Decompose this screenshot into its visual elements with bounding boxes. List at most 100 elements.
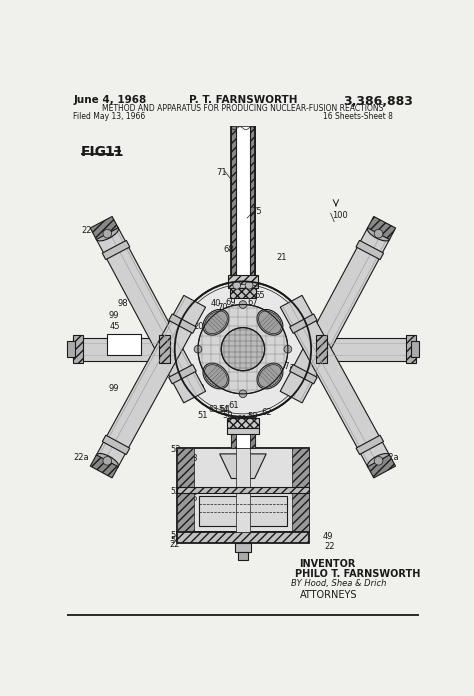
Bar — [177, 448, 194, 490]
Text: 20: 20 — [255, 322, 266, 331]
Text: 62: 62 — [262, 409, 272, 418]
Circle shape — [374, 457, 383, 465]
Text: INVENTOR: INVENTOR — [300, 560, 356, 569]
Bar — [73, 335, 82, 363]
Ellipse shape — [203, 363, 229, 389]
Text: 101: 101 — [214, 326, 228, 335]
Polygon shape — [290, 314, 317, 333]
Bar — [177, 487, 309, 493]
Polygon shape — [169, 365, 196, 383]
Bar — [292, 490, 309, 532]
Bar — [411, 342, 419, 357]
Text: 39: 39 — [241, 345, 252, 354]
Circle shape — [103, 457, 112, 465]
Bar — [292, 448, 309, 490]
Circle shape — [284, 345, 292, 353]
Circle shape — [374, 230, 383, 238]
Text: 21: 21 — [210, 347, 221, 356]
Text: 60: 60 — [236, 415, 246, 424]
Bar — [227, 418, 259, 428]
Text: 21: 21 — [276, 253, 287, 262]
Bar — [309, 335, 315, 363]
Polygon shape — [280, 228, 390, 403]
Text: 26: 26 — [233, 370, 244, 379]
Text: 71: 71 — [216, 168, 227, 177]
Bar — [177, 448, 309, 490]
Text: 69: 69 — [226, 298, 237, 306]
Ellipse shape — [203, 310, 229, 335]
Bar — [236, 126, 250, 281]
Text: 104: 104 — [201, 347, 216, 356]
Circle shape — [194, 345, 202, 353]
Text: 40: 40 — [255, 345, 266, 354]
Circle shape — [221, 328, 264, 371]
Bar — [250, 126, 255, 281]
Text: 57: 57 — [210, 517, 221, 526]
Text: 20: 20 — [193, 322, 204, 331]
Bar — [231, 126, 236, 281]
Text: 3,386,883: 3,386,883 — [343, 95, 413, 108]
Bar — [227, 428, 259, 434]
Polygon shape — [356, 240, 383, 260]
Bar — [315, 342, 321, 357]
Polygon shape — [90, 216, 118, 239]
Text: 37,38: 37,38 — [228, 361, 250, 370]
Text: GAS: GAS — [109, 335, 127, 345]
Ellipse shape — [257, 310, 283, 335]
Polygon shape — [96, 228, 206, 403]
Polygon shape — [102, 435, 130, 454]
Text: 11: 11 — [104, 145, 124, 159]
Text: 63,64: 63,64 — [208, 405, 230, 414]
Bar — [164, 342, 171, 357]
Text: 22a: 22a — [73, 453, 89, 462]
Text: SOURCE: SOURCE — [108, 342, 143, 351]
Circle shape — [175, 281, 311, 417]
Polygon shape — [368, 216, 396, 239]
Bar — [177, 490, 309, 532]
Bar — [238, 553, 247, 560]
Bar — [231, 126, 255, 281]
Polygon shape — [368, 455, 396, 478]
Ellipse shape — [204, 365, 228, 388]
Text: 38: 38 — [207, 359, 217, 368]
Text: 45: 45 — [109, 322, 120, 331]
Text: 40: 40 — [195, 383, 205, 393]
Ellipse shape — [96, 226, 118, 241]
Bar — [235, 543, 251, 553]
Bar — [73, 338, 175, 361]
Text: 20: 20 — [253, 382, 264, 391]
Bar — [231, 417, 255, 448]
Text: 22: 22 — [324, 541, 335, 551]
Text: 68: 68 — [224, 245, 234, 254]
Text: METHOD AND APPARATUS FOR PRODUCING NUCLEAR-FUSION REACTIONS: METHOD AND APPARATUS FOR PRODUCING NUCLE… — [102, 104, 383, 113]
Polygon shape — [102, 240, 130, 260]
Ellipse shape — [258, 311, 282, 333]
Ellipse shape — [257, 363, 283, 389]
Ellipse shape — [367, 454, 390, 468]
Text: 54: 54 — [218, 405, 228, 414]
Bar — [199, 496, 287, 526]
Bar — [67, 342, 75, 357]
Text: 61: 61 — [228, 401, 239, 410]
Bar — [236, 417, 250, 448]
Text: 58: 58 — [170, 531, 181, 540]
Text: 51: 51 — [197, 411, 208, 420]
Polygon shape — [169, 314, 196, 333]
Text: 40: 40 — [210, 299, 221, 308]
Bar — [228, 275, 258, 287]
Ellipse shape — [258, 365, 282, 388]
Polygon shape — [96, 295, 206, 467]
Text: 66: 66 — [249, 338, 260, 347]
Polygon shape — [280, 295, 390, 467]
Text: 75: 75 — [251, 207, 262, 216]
Text: 56: 56 — [228, 502, 239, 511]
Text: FIG: FIG — [81, 145, 107, 159]
Text: 50: 50 — [223, 411, 233, 420]
Text: 53: 53 — [187, 454, 198, 463]
Polygon shape — [356, 435, 383, 454]
Circle shape — [233, 281, 241, 289]
Text: 98: 98 — [118, 299, 128, 308]
Text: 109: 109 — [251, 519, 266, 528]
Text: BY Hood, Shea & Drich: BY Hood, Shea & Drich — [291, 579, 386, 588]
Bar — [107, 334, 141, 356]
